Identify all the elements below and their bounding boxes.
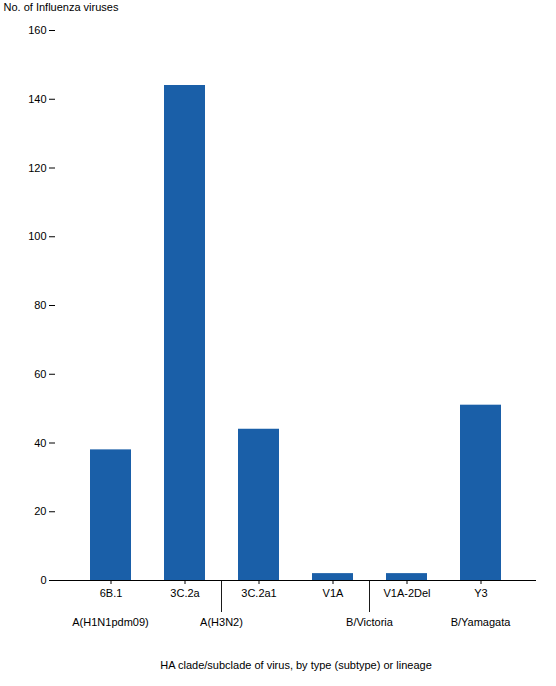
svg-text:100: 100	[28, 230, 46, 242]
svg-text:120: 120	[28, 162, 46, 174]
svg-text:HA clade/subclade of virus, by: HA clade/subclade of virus, by type (sub…	[160, 659, 431, 671]
svg-text:No. of Influenza viruses: No. of Influenza viruses	[4, 1, 119, 13]
svg-text:3C.2a: 3C.2a	[170, 587, 200, 599]
svg-text:160: 160	[28, 24, 46, 36]
svg-text:140: 140	[28, 93, 46, 105]
svg-text:60: 60	[34, 368, 46, 380]
svg-text:V1A-2Del: V1A-2Del	[383, 587, 430, 599]
svg-text:V1A: V1A	[323, 587, 344, 599]
svg-text:0: 0	[40, 574, 46, 586]
svg-text:6B.1: 6B.1	[100, 587, 123, 599]
svg-text:80: 80	[34, 299, 46, 311]
svg-text:B/Victoria: B/Victoria	[346, 616, 394, 628]
svg-text:A(H1N1pdm09): A(H1N1pdm09)	[72, 616, 148, 628]
svg-text:40: 40	[34, 437, 46, 449]
svg-text:3C.2a1: 3C.2a1	[241, 587, 276, 599]
svg-text:A(H3N2): A(H3N2)	[200, 616, 243, 628]
svg-text:B/Yamagata: B/Yamagata	[451, 616, 512, 628]
svg-text:20: 20	[34, 505, 46, 517]
svg-text:Y3: Y3	[474, 587, 487, 599]
